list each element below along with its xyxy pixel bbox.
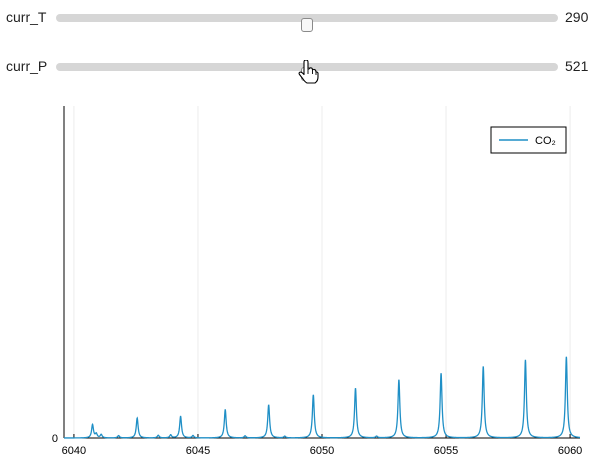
- co2-peak-11: [268, 404, 269, 405]
- slider-panel: curr_T 290 curr_P 521: [0, 0, 600, 92]
- x-tick-label-3: 6055: [434, 445, 458, 457]
- co2-peak-3: [118, 435, 119, 436]
- co2-peak-12: [284, 436, 285, 437]
- co2-peak-13: [313, 394, 314, 395]
- co2-peak-19: [525, 359, 526, 360]
- co2-peak-10: [244, 435, 245, 436]
- curr-t-slider-handle[interactable]: [301, 18, 313, 32]
- chart-axes: 6040 6045 6050 6055 6060 0: [52, 106, 582, 457]
- co2-peak-17: [440, 373, 441, 374]
- co2-peak-8: [192, 435, 193, 436]
- co2-peak-20: [566, 356, 567, 357]
- slider-value-curr-t: 290: [565, 9, 589, 25]
- slider-label-curr-t: curr_T: [6, 9, 47, 25]
- co2-peak-14: [355, 388, 356, 389]
- slider-value-curr-p: 521: [565, 58, 589, 74]
- co2-peak-16: [398, 379, 399, 380]
- x-tick-label-0: 6040: [62, 445, 86, 457]
- slider-label-curr-p: curr_P: [6, 58, 48, 74]
- co2-peak-4: [137, 417, 138, 418]
- x-tick-label-4: 6060: [558, 445, 582, 457]
- chart-legend: CO₂: [490, 126, 567, 154]
- co2-peak-2: [101, 434, 102, 435]
- chart-series: [64, 356, 581, 439]
- co2-peak-9: [225, 409, 226, 410]
- co2-peak-6: [170, 434, 171, 435]
- hand-pointer-icon: [298, 60, 319, 84]
- x-tick-label-1: 6045: [186, 445, 210, 457]
- co2-peak-1: [96, 433, 97, 434]
- slider-row-curr-t: curr_T 290: [0, 6, 600, 32]
- co2-peak-7: [180, 416, 181, 417]
- legend-label-co2: CO₂: [535, 135, 556, 147]
- co2-peak-5: [158, 435, 159, 436]
- curr-t-slider[interactable]: [56, 14, 558, 32]
- co2-peak-0: [92, 424, 93, 425]
- co2-peak-15: [376, 436, 377, 437]
- co2-spectrum-line: [64, 356, 581, 439]
- x-tick-label-2: 6050: [310, 445, 334, 457]
- chart-grid: [73, 106, 571, 438]
- y-tick-label-0: 0: [52, 433, 58, 445]
- spectrum-chart: 6040 6045 6050 6055 6060 0 CO₂: [52, 106, 582, 457]
- co2-peak-18: [483, 366, 484, 367]
